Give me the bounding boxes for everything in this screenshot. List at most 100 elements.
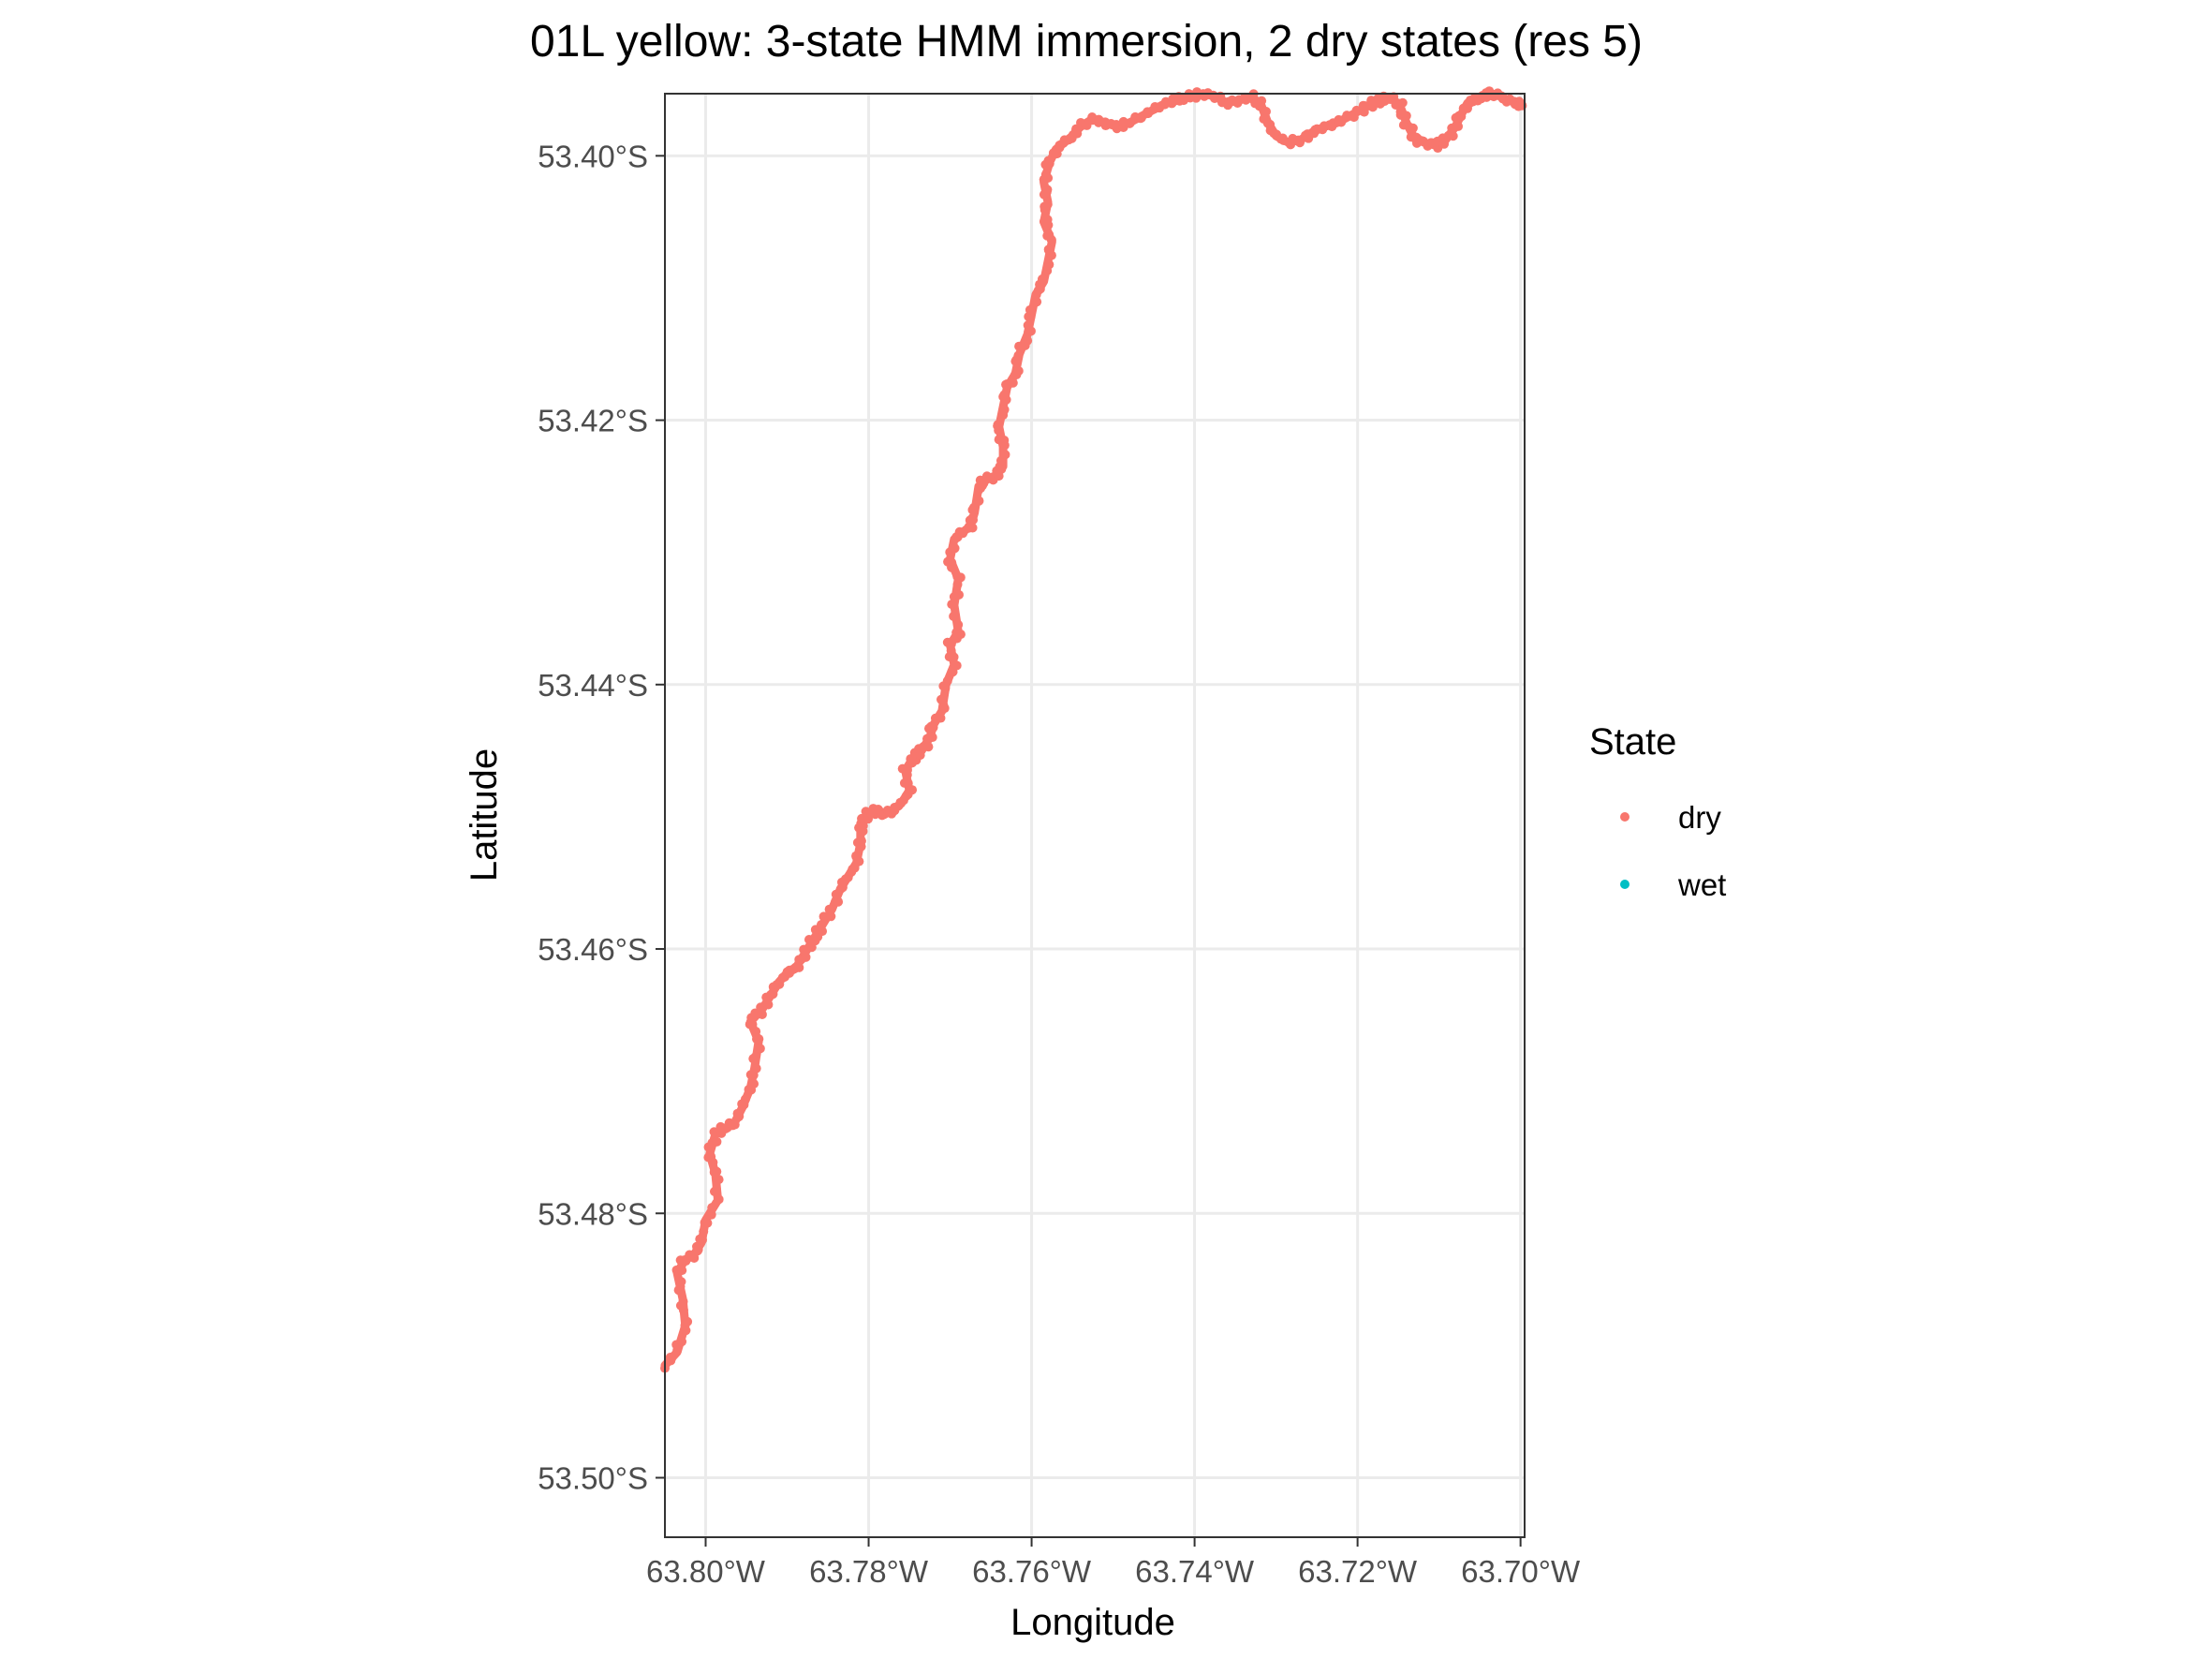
data-point xyxy=(1025,304,1035,315)
data-point xyxy=(1448,131,1458,141)
data-point xyxy=(1277,133,1288,143)
data-point xyxy=(1043,244,1054,255)
data-point xyxy=(1044,230,1054,240)
data-point xyxy=(1361,101,1371,111)
data-point xyxy=(1112,120,1122,130)
data-point xyxy=(942,675,952,686)
data-point xyxy=(958,528,968,539)
data-point xyxy=(947,600,957,610)
data-point xyxy=(953,619,964,630)
data-point xyxy=(706,1209,716,1220)
data-point xyxy=(1217,95,1227,105)
data-point xyxy=(745,1070,756,1080)
data-point xyxy=(1037,274,1047,284)
data-point xyxy=(952,579,963,589)
data-point xyxy=(840,874,850,884)
data-point xyxy=(1318,125,1328,135)
data-point xyxy=(858,821,868,831)
y-tick-label: 53.46°S xyxy=(538,932,648,967)
legend-title: State xyxy=(1589,721,1676,763)
y-tick-label: 53.40°S xyxy=(538,139,648,173)
data-point xyxy=(1042,215,1053,225)
data-point xyxy=(1351,105,1362,115)
data-point xyxy=(1262,118,1273,128)
x-tick-label: 63.74°W xyxy=(1135,1554,1255,1589)
data-point xyxy=(848,864,858,874)
data-point xyxy=(999,405,1010,415)
data-point xyxy=(772,980,782,990)
legend: State dry wet xyxy=(1589,721,1726,902)
data-point xyxy=(1125,118,1135,128)
data-point xyxy=(1040,170,1051,180)
data-point xyxy=(1042,200,1053,210)
y-tick-label: 53.48°S xyxy=(538,1196,648,1231)
data-point xyxy=(754,1034,764,1044)
data-point xyxy=(757,1009,767,1019)
data-point xyxy=(816,920,826,930)
data-point xyxy=(1032,297,1042,307)
data-point xyxy=(1397,97,1408,108)
data-point xyxy=(1336,117,1347,127)
data-point xyxy=(967,512,978,523)
x-tick-label: 63.72°W xyxy=(1298,1554,1418,1589)
y-tick-label: 53.42°S xyxy=(538,404,648,438)
data-point xyxy=(1008,378,1018,388)
panel-border xyxy=(664,93,1526,1538)
data-point xyxy=(1043,259,1054,270)
data-point xyxy=(751,1027,761,1037)
y-tick-label: 53.44°S xyxy=(538,668,648,703)
data-point xyxy=(936,694,947,704)
data-point xyxy=(740,1094,750,1104)
axes: 63.80°W 63.78°W 63.76°W 63.74°W 63.72°W 63.70… xyxy=(538,139,1581,1589)
x-tick-label: 63.70°W xyxy=(1461,1554,1581,1589)
data-point xyxy=(1043,156,1054,166)
x-tick-label: 63.80°W xyxy=(646,1554,766,1589)
data-point xyxy=(996,464,1007,474)
data-point xyxy=(1023,320,1033,331)
data-point xyxy=(714,1175,724,1185)
data-point xyxy=(999,450,1010,460)
data-point xyxy=(818,911,829,922)
data-point xyxy=(952,571,963,582)
data-point xyxy=(949,541,959,552)
data-point xyxy=(712,1136,722,1147)
data-point xyxy=(678,1296,688,1307)
data-point xyxy=(1261,107,1271,117)
data-point xyxy=(943,556,953,567)
legend-key-dry xyxy=(1620,812,1630,822)
data-point xyxy=(946,645,956,656)
plot-data xyxy=(660,86,1527,1373)
data-point xyxy=(1135,113,1145,124)
data-point xyxy=(899,778,909,788)
data-point xyxy=(676,1263,686,1273)
series-dry xyxy=(660,86,1527,1373)
data-point xyxy=(709,1127,719,1137)
data-point xyxy=(1042,185,1053,195)
data-point xyxy=(824,904,834,914)
data-point xyxy=(1159,99,1170,110)
data-point xyxy=(833,896,844,907)
data-point xyxy=(714,1194,724,1205)
data-point xyxy=(1293,135,1304,145)
data-point xyxy=(950,609,960,619)
grid xyxy=(665,94,1525,1537)
track-line xyxy=(660,89,1526,1370)
x-tick-label: 63.78°W xyxy=(809,1554,929,1589)
data-point xyxy=(1167,97,1177,108)
data-point xyxy=(667,1353,677,1363)
data-point xyxy=(1401,111,1411,121)
data-point xyxy=(856,836,866,846)
y-axis-title: Latitude xyxy=(464,748,505,881)
data-point xyxy=(711,1184,721,1194)
data-point xyxy=(1342,111,1352,121)
data-point xyxy=(1254,101,1264,111)
data-point xyxy=(699,1226,709,1237)
data-point xyxy=(700,1218,710,1228)
data-point xyxy=(951,660,962,671)
data-point xyxy=(712,1166,722,1177)
data-point xyxy=(1025,311,1036,321)
data-point xyxy=(1416,136,1426,146)
data-point xyxy=(683,1316,693,1326)
data-point xyxy=(923,742,934,752)
